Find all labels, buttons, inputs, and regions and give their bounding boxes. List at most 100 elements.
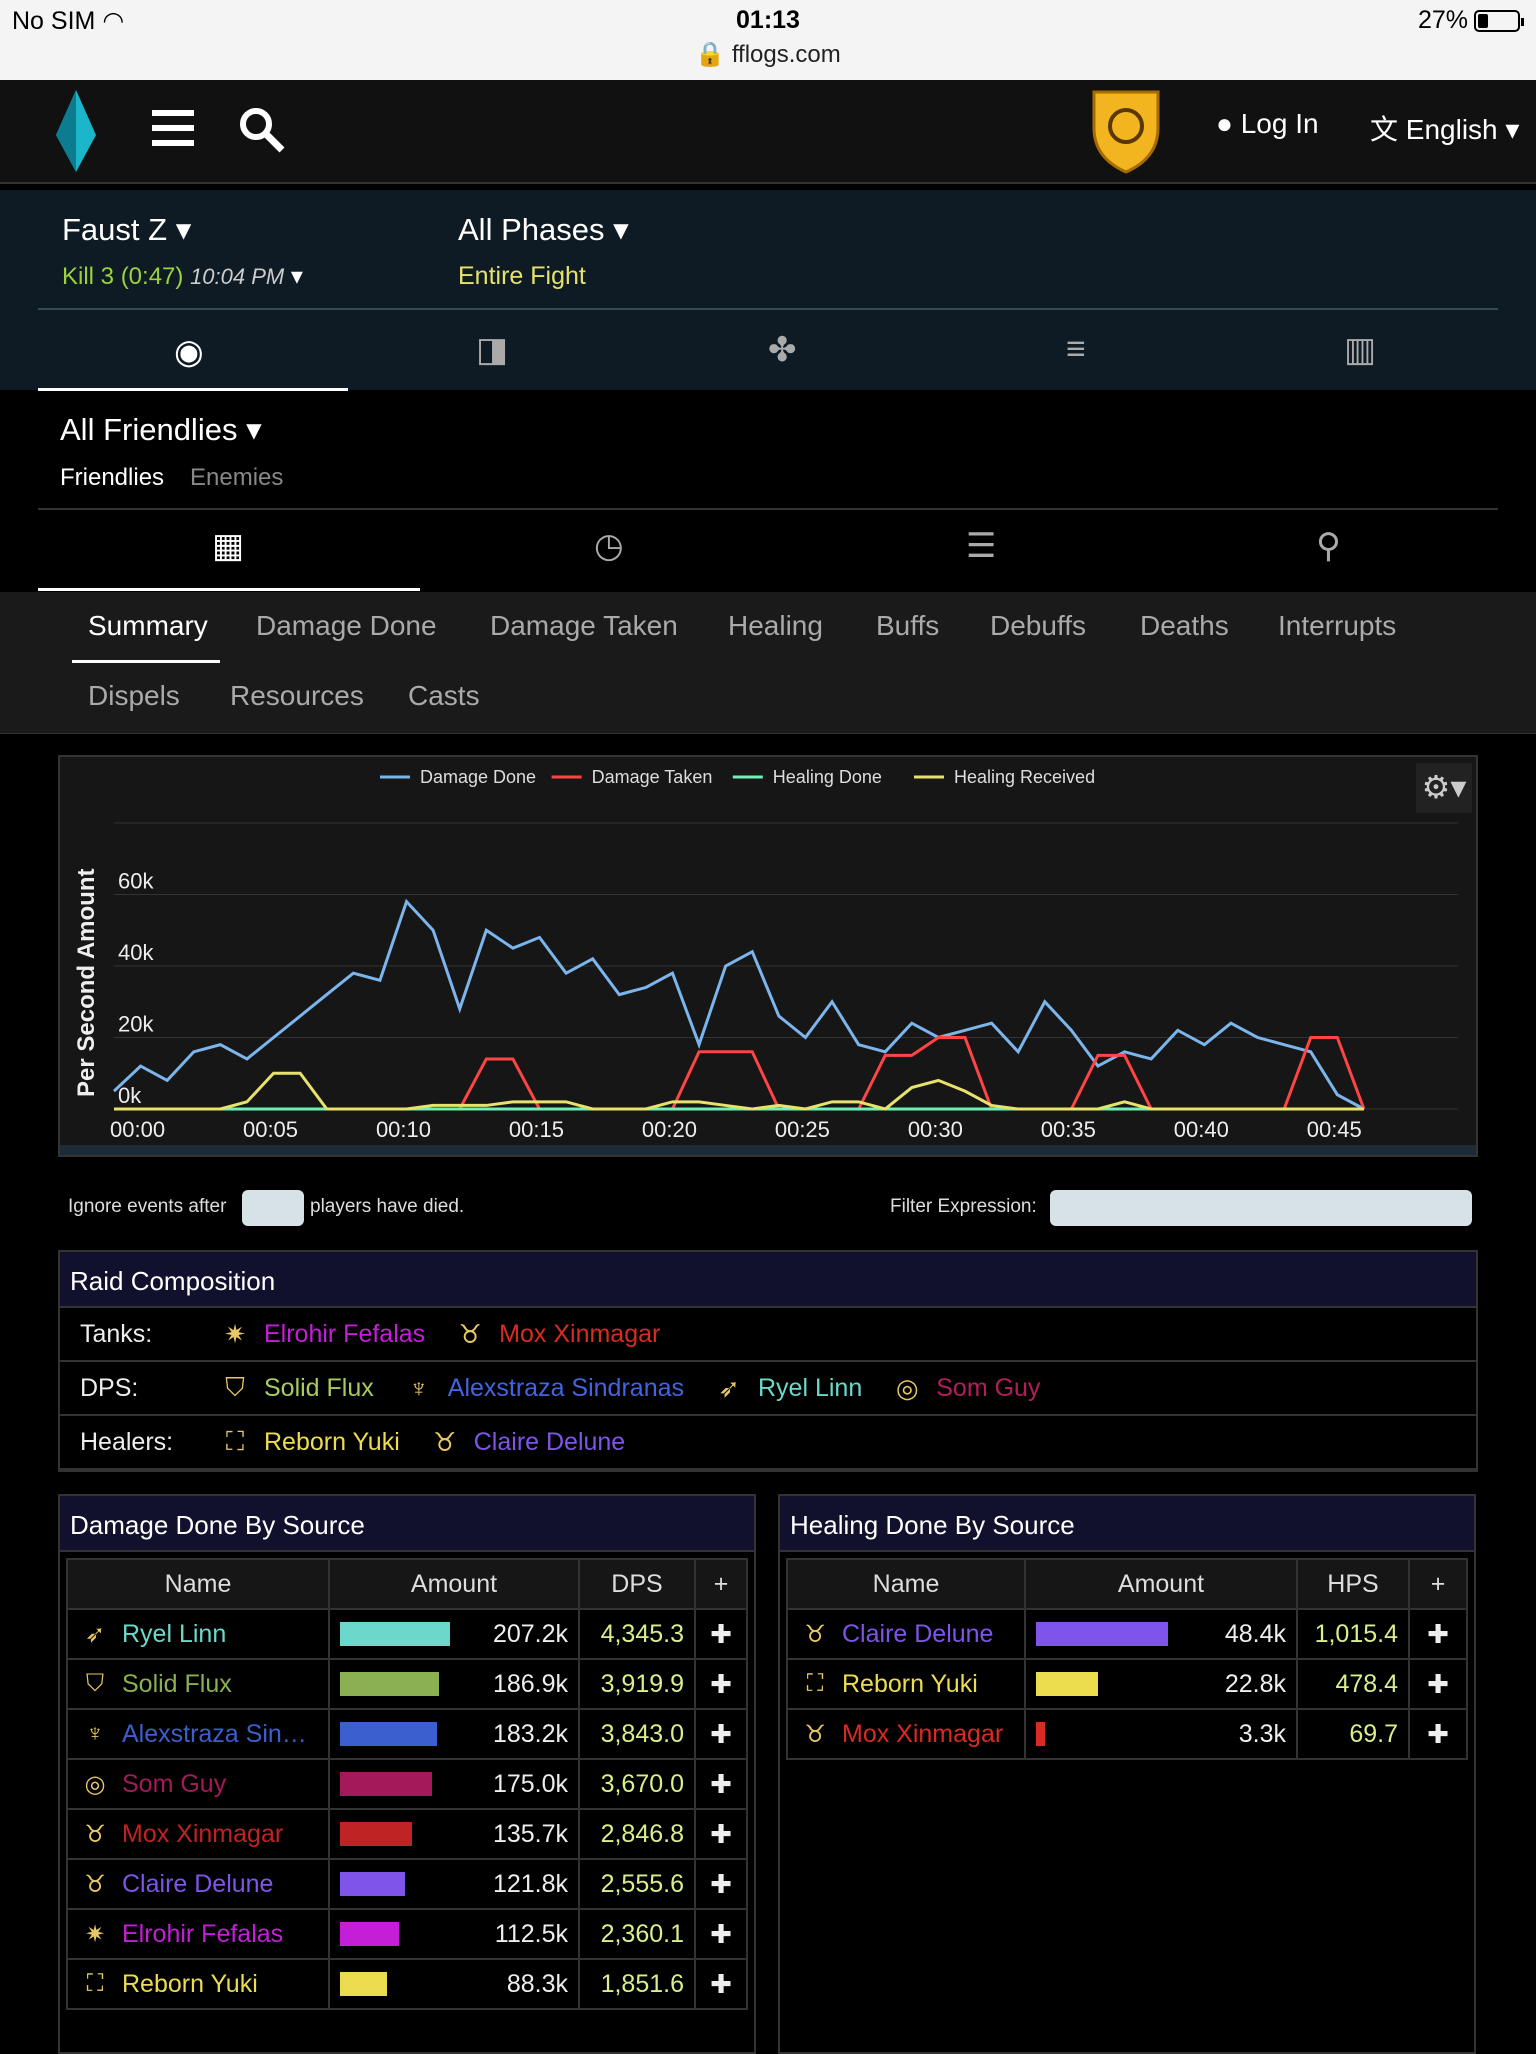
table-row[interactable]: ⛶ Reborn Yuki 88.3k 1,851.6 ✚: [66, 1958, 748, 2010]
name-cell[interactable]: ➶ Ryel Linn: [66, 1608, 330, 1660]
tab-damage-done[interactable]: Damage Done: [256, 610, 437, 641]
name-cell[interactable]: ♉ Claire Delune: [786, 1608, 1026, 1660]
language-selector[interactable]: 文 English ▾: [1370, 114, 1520, 145]
table-row[interactable]: ◎ Som Guy 175.0k 3,670.0 ✚: [66, 1758, 748, 1810]
tab-healing[interactable]: Healing: [728, 610, 823, 641]
tab-dispels[interactable]: Dispels: [88, 680, 180, 711]
player-name[interactable]: Reborn Yuki: [122, 1969, 258, 1998]
actor-dropdown[interactable]: All Friendlies ▾: [60, 412, 262, 447]
search-icon[interactable]: [238, 106, 286, 154]
table-row[interactable]: ✷ Elrohir Fefalas 112.5k 2,360.1 ✚: [66, 1908, 748, 1960]
expand-row-button[interactable]: ✚: [1408, 1708, 1468, 1760]
name-cell[interactable]: ♉ Claire Delune: [66, 1858, 330, 1910]
expand-row-button[interactable]: ✚: [1408, 1658, 1468, 1710]
legend-item[interactable]: Damage Done: [420, 767, 536, 787]
add-column-button[interactable]: +: [694, 1558, 748, 1610]
col-name[interactable]: Name: [66, 1558, 330, 1610]
raid-member[interactable]: ➶ Ryel Linn: [714, 1373, 862, 1403]
expand-row-button[interactable]: ✚: [694, 1858, 748, 1910]
legend-item[interactable]: Healing Received: [954, 767, 1095, 787]
expand-row-button[interactable]: ✚: [694, 1708, 748, 1760]
legend-item[interactable]: Healing Done: [773, 767, 882, 787]
expand-row-button[interactable]: ✚: [694, 1908, 748, 1960]
raid-member[interactable]: ♉ Claire Delune: [430, 1427, 625, 1457]
name-cell[interactable]: ⛶ Reborn Yuki: [66, 1958, 330, 2010]
expand-row-button[interactable]: ✚: [1408, 1608, 1468, 1660]
col-hps[interactable]: HPS: [1296, 1558, 1410, 1610]
name-cell[interactable]: ♆ Alexstraza Sin…: [66, 1708, 330, 1760]
player-name[interactable]: Solid Flux: [122, 1669, 232, 1698]
kill-dropdown[interactable]: Kill 3 (0:47) 10:04 PM ▾: [62, 263, 303, 290]
filter-expression-input[interactable]: [1050, 1190, 1472, 1226]
expand-row-button[interactable]: ✚: [694, 1608, 748, 1660]
player-name[interactable]: Mox Xinmagar: [122, 1819, 284, 1848]
table-row[interactable]: ⛉ Solid Flux 186.9k 3,919.9 ✚: [66, 1658, 748, 1710]
sort-icon[interactable]: ≡: [1066, 330, 1086, 368]
col-name[interactable]: Name: [786, 1558, 1026, 1610]
death-threshold-input[interactable]: [242, 1190, 304, 1226]
map-pin-icon[interactable]: ⚲: [1316, 527, 1341, 565]
puzzle-icon[interactable]: ✤: [768, 331, 797, 369]
compare-icon[interactable]: ◨: [476, 331, 509, 369]
name-cell[interactable]: ♉ Mox Xinmagar: [786, 1708, 1026, 1760]
player-name[interactable]: Alexstraza Sin…: [122, 1719, 307, 1748]
tab-friendlies[interactable]: Friendlies: [60, 464, 165, 491]
expand-row-button[interactable]: ✚: [694, 1658, 748, 1710]
login-link[interactable]: ● Log In: [1216, 108, 1319, 139]
name-cell[interactable]: ♉ Mox Xinmagar: [66, 1808, 330, 1860]
guild-crest-icon[interactable]: [1090, 88, 1162, 174]
name-cell[interactable]: ⛉ Solid Flux: [66, 1658, 330, 1710]
col-amount[interactable]: Amount: [328, 1558, 580, 1610]
raid-member[interactable]: ♆ Alexstraza Sindranas: [404, 1373, 684, 1403]
table-row[interactable]: ♉ Mox Xinmagar 3.3k 69.7 ✚: [786, 1708, 1468, 1760]
name-cell[interactable]: ⛶ Reborn Yuki: [786, 1658, 1026, 1710]
expand-row-button[interactable]: ✚: [694, 1758, 748, 1810]
raid-member[interactable]: ⛶ Reborn Yuki: [220, 1426, 400, 1457]
name-cell[interactable]: ✷ Elrohir Fefalas: [66, 1908, 330, 1960]
table-row[interactable]: ♉ Mox Xinmagar 135.7k 2,846.8 ✚: [66, 1808, 748, 1860]
raid-member[interactable]: ⛉ Solid Flux: [220, 1372, 374, 1403]
tab-interrupts[interactable]: Interrupts: [1278, 610, 1397, 641]
player-name[interactable]: Ryel Linn: [122, 1619, 227, 1648]
col-dps[interactable]: DPS: [578, 1558, 696, 1610]
player-name[interactable]: Elrohir Fefalas: [122, 1919, 284, 1948]
legend-item[interactable]: Damage Taken: [592, 767, 713, 787]
raid-member[interactable]: ◎ Som Guy: [892, 1373, 1041, 1403]
tab-casts[interactable]: Casts: [408, 680, 480, 711]
raid-member[interactable]: ✷ Elrohir Fefalas: [220, 1319, 425, 1349]
expand-row-button[interactable]: ✚: [694, 1808, 748, 1860]
raid-member[interactable]: ♉ Mox Xinmagar: [455, 1319, 661, 1349]
player-name[interactable]: Som Guy: [122, 1769, 227, 1798]
chart-navigator[interactable]: [60, 1145, 1476, 1155]
table-row[interactable]: ♉ Claire Delune 48.4k 1,015.4 ✚: [786, 1608, 1468, 1660]
encounter-dropdown[interactable]: Faust Z ▾: [62, 212, 192, 247]
table-view-icon[interactable]: ▦: [212, 527, 245, 565]
table-row[interactable]: ♉ Claire Delune 121.8k 2,555.6 ✚: [66, 1858, 748, 1910]
table-row[interactable]: ⛶ Reborn Yuki 22.8k 478.4 ✚: [786, 1658, 1468, 1710]
tab-damage-taken[interactable]: Damage Taken: [490, 610, 678, 641]
player-name[interactable]: Claire Delune: [122, 1869, 274, 1898]
player-name[interactable]: Reborn Yuki: [842, 1669, 978, 1698]
chart-settings-icon[interactable]: ⚙▾: [1416, 763, 1472, 813]
expand-row-button[interactable]: ✚: [694, 1958, 748, 2010]
list-icon[interactable]: ☰: [966, 527, 997, 565]
name-cell[interactable]: ◎ Som Guy: [66, 1758, 330, 1810]
tab-enemies[interactable]: Enemies: [190, 464, 284, 491]
crystal-logo-icon[interactable]: [54, 90, 98, 172]
clock-icon[interactable]: ◷: [594, 527, 624, 565]
phase-dropdown[interactable]: All Phases ▾: [458, 212, 629, 247]
address-bar[interactable]: 🔒 fflogs.com: [695, 41, 841, 68]
menu-icon[interactable]: [152, 110, 194, 146]
tab-debuffs[interactable]: Debuffs: [990, 610, 1086, 641]
col-amount[interactable]: Amount: [1024, 1558, 1298, 1610]
player-name[interactable]: Claire Delune: [842, 1619, 994, 1648]
eye-icon[interactable]: ◉: [174, 333, 204, 371]
tab-resources[interactable]: Resources: [230, 680, 364, 711]
add-column-button[interactable]: +: [1408, 1558, 1468, 1610]
player-name[interactable]: Mox Xinmagar: [842, 1719, 1004, 1748]
tab-summary[interactable]: Summary: [88, 610, 208, 641]
film-icon[interactable]: ▥: [1344, 331, 1377, 369]
tab-deaths[interactable]: Deaths: [1140, 610, 1229, 641]
tab-buffs[interactable]: Buffs: [876, 610, 940, 641]
table-row[interactable]: ♆ Alexstraza Sin… 183.2k 3,843.0 ✚: [66, 1708, 748, 1760]
